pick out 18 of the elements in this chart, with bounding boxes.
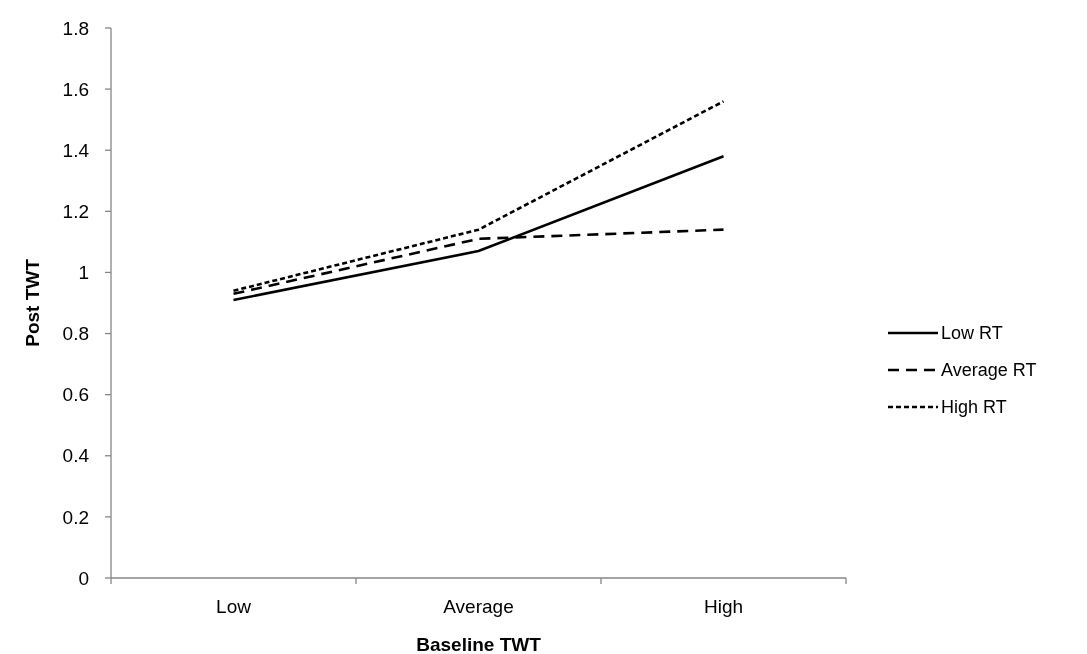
y-tick-label: 0	[78, 567, 89, 589]
x-tick-label: Low	[216, 596, 252, 617]
y-axis-title: Post TWT	[22, 258, 43, 347]
x-tick-label: Average	[443, 596, 514, 617]
legend-label: High RT	[941, 397, 1007, 418]
y-tick-label: 1.2	[62, 200, 89, 222]
legend-label: Low RT	[941, 323, 1003, 344]
y-tick-label: 1.4	[62, 139, 90, 161]
x-axis-title: Baseline TWT	[416, 634, 542, 654]
y-tick-label: 0.2	[62, 506, 89, 528]
y-tick-label: 1	[78, 262, 89, 284]
y-tick-label: 0.4	[62, 445, 90, 467]
legend-label: Average RT	[941, 360, 1037, 381]
y-tick-label: 1.8	[62, 17, 89, 39]
y-tick-label: 0.6	[62, 384, 89, 406]
y-tick-label: 1.6	[62, 78, 89, 100]
x-tick-label: High	[703, 596, 744, 617]
y-tick-label: 0.8	[62, 323, 89, 345]
